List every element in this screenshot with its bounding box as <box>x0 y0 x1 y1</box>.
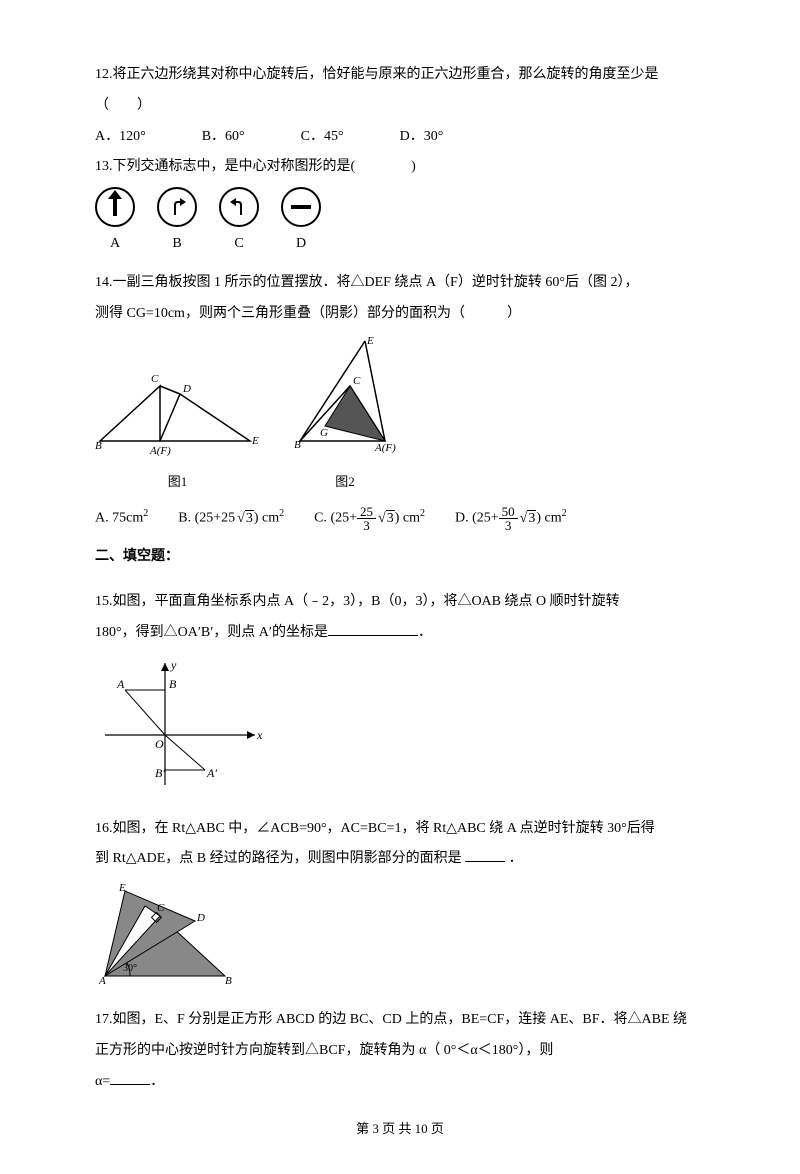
svg-text:B: B <box>294 439 301 451</box>
svg-text:B: B <box>225 975 232 986</box>
q15-figure: A B O B′ A′ x y <box>95 655 705 808</box>
svg-text:B: B <box>169 677 177 691</box>
turn-right-icon <box>157 187 197 227</box>
q12-opt-b: B．60° <box>202 122 245 153</box>
svg-text:A: A <box>116 677 125 691</box>
q14-opt-b: B. (25+253) cm2 <box>178 503 284 534</box>
q14-opt-d: D. (25+5033) cm2 <box>455 503 567 534</box>
q17-number: 17. <box>95 1012 113 1027</box>
q14-fig2-label: 图2 <box>290 468 400 497</box>
q13-label-d: D <box>281 229 321 260</box>
svg-text:C: C <box>157 902 165 914</box>
q13-label-a: A <box>95 229 135 260</box>
q12-opt-c: C．45° <box>301 122 344 153</box>
q14-text: 14.一副三角板按图 1 所示的位置摆放．将△DEF 绕点 A（F）逆时针旋转 … <box>95 268 705 299</box>
q17-line2: 正方形的中心按逆时针方向旋转到△BCF，旋转角为 α（ 0°＜α＜180°），则 <box>95 1036 705 1067</box>
pt-D: D <box>182 383 191 395</box>
q12-body: 将正六边形绕其对称中心旋转后，恰好能与原来的正六边形重合，那么旋转的角度至少是（… <box>95 67 659 113</box>
q12-options: A．120° B．60° C．45° D．30° <box>95 122 705 153</box>
q15-number: 15. <box>95 594 113 609</box>
q14-number: 14. <box>95 275 113 290</box>
q14-options: A. 75cm2 B. (25+253) cm2 C. (25+2533) cm… <box>95 503 705 534</box>
pt-AF: A(F) <box>149 445 171 456</box>
q16-line2b: ． <box>505 851 523 866</box>
triangle-set-fig2: B C E G A(F) <box>290 336 400 456</box>
q12-number: 12. <box>95 67 113 82</box>
q13-icons: A B C D <box>95 187 705 260</box>
svg-text:D: D <box>196 912 205 924</box>
q12-text: 12.将正六边形绕其对称中心旋转后，恰好能与原来的正六边形重合，那么旋转的角度至… <box>95 60 705 122</box>
q17-line3b: ． <box>150 1074 164 1089</box>
svg-text:x: x <box>256 728 263 742</box>
q13-icon-d: D <box>281 187 321 260</box>
exam-page: 12.将正六边形绕其对称中心旋转后，恰好能与原来的正六边形重合，那么旋转的角度至… <box>0 0 800 1174</box>
q15-line1: 如图，平面直角坐标系内点 A（﹣2，3），B（0，3），将△OAB 绕点 O 顺… <box>113 594 620 609</box>
svg-text:C: C <box>353 375 361 387</box>
svg-text:O: O <box>155 737 164 751</box>
q14-fig2: B C E G A(F) 图2 <box>290 336 400 497</box>
svg-text:A′: A′ <box>206 766 217 780</box>
minus-icon <box>281 187 321 227</box>
svg-text:B′: B′ <box>155 766 165 780</box>
q16-line2a: 到 Rt△ADE，点 B 经过的路径为，则图中阴影部分的面积是 <box>95 851 465 866</box>
arrow-up-icon <box>95 187 135 227</box>
q12-opt-a: A．120° <box>95 122 146 153</box>
pt-B: B <box>95 440 102 452</box>
q13-number: 13. <box>95 159 113 174</box>
q13-text: 13.下列交通标志中，是中心对称图形的是( ) <box>95 152 705 183</box>
q16-figure: A B C D E 30° <box>95 881 705 999</box>
q12-opt-d: D．30° <box>400 122 444 153</box>
q16-number: 16. <box>95 821 113 836</box>
q16-line1: 如图，在 Rt△ABC 中，∠ACB=90°，AC=BC=1，将 Rt△ABC … <box>113 821 655 836</box>
q14-figures: B C D E A(F) 图1 B C E G A(F) 图2 <box>95 336 705 497</box>
svg-text:A(F): A(F) <box>374 442 396 454</box>
pt-C: C <box>151 373 159 385</box>
q16-line2: 到 Rt△ADE，点 B 经过的路径为，则图中阴影部分的面积是 ． <box>95 844 705 875</box>
q15-line2b: ． <box>418 625 432 640</box>
q15-line2a: 180°，得到△OA′B′，则点 A′的坐标是 <box>95 625 328 640</box>
triangle-set-fig1: B C D E A(F) <box>95 366 260 456</box>
page-footer: 第 3 页 共 10 页 <box>95 1115 705 1144</box>
coord-plane-icon: A B O B′ A′ x y <box>95 655 265 795</box>
q16-blank <box>465 847 505 862</box>
q14-fig1-label: 图1 <box>95 468 260 497</box>
q14-line1: 一副三角板按图 1 所示的位置摆放．将△DEF 绕点 A（F）逆时针旋转 60°… <box>113 275 639 290</box>
q17-line3a: α= <box>95 1074 110 1089</box>
svg-text:E: E <box>366 336 374 347</box>
q17-text: 17.如图，E、F 分别是正方形 ABCD 的边 BC、CD 上的点，BE=CF… <box>95 1005 705 1036</box>
svg-text:30°: 30° <box>123 963 137 974</box>
svg-text:G: G <box>320 427 328 439</box>
q17-blank <box>110 1070 150 1085</box>
q15-text: 15.如图，平面直角坐标系内点 A（﹣2，3），B（0，3），将△OAB 绕点 … <box>95 587 705 618</box>
q14-opt-c: C. (25+2533) cm2 <box>314 503 425 534</box>
rotated-triangle-icon: A B C D E 30° <box>95 881 255 986</box>
pt-E: E <box>251 435 259 447</box>
q14-fig1: B C D E A(F) 图1 <box>95 366 260 497</box>
q17-line1: 如图，E、F 分别是正方形 ABCD 的边 BC、CD 上的点，BE=CF，连接… <box>113 1012 688 1027</box>
q13-label-b: B <box>157 229 197 260</box>
turn-left-icon <box>219 187 259 227</box>
q14-line2: 测得 CG=10cm，则两个三角形重叠（阴影）部分的面积为（ ） <box>95 299 705 330</box>
q13-body: 下列交通标志中，是中心对称图形的是( ) <box>113 159 416 174</box>
q13-label-c: C <box>219 229 259 260</box>
q17-line3: α= ． <box>95 1067 705 1098</box>
svg-text:E: E <box>118 882 126 894</box>
section-fill-title: 二、填空题： <box>95 542 705 573</box>
svg-text:A: A <box>98 975 106 986</box>
q14-opt-a: A. 75cm2 <box>95 503 148 534</box>
q16-text: 16.如图，在 Rt△ABC 中，∠ACB=90°，AC=BC=1，将 Rt△A… <box>95 814 705 845</box>
svg-text:y: y <box>170 658 177 672</box>
q15-blank <box>328 621 418 636</box>
q13-icon-c: C <box>219 187 259 260</box>
q13-icon-b: B <box>157 187 197 260</box>
q15-line2: 180°，得到△OA′B′，则点 A′的坐标是 ． <box>95 618 705 649</box>
q13-icon-a: A <box>95 187 135 260</box>
